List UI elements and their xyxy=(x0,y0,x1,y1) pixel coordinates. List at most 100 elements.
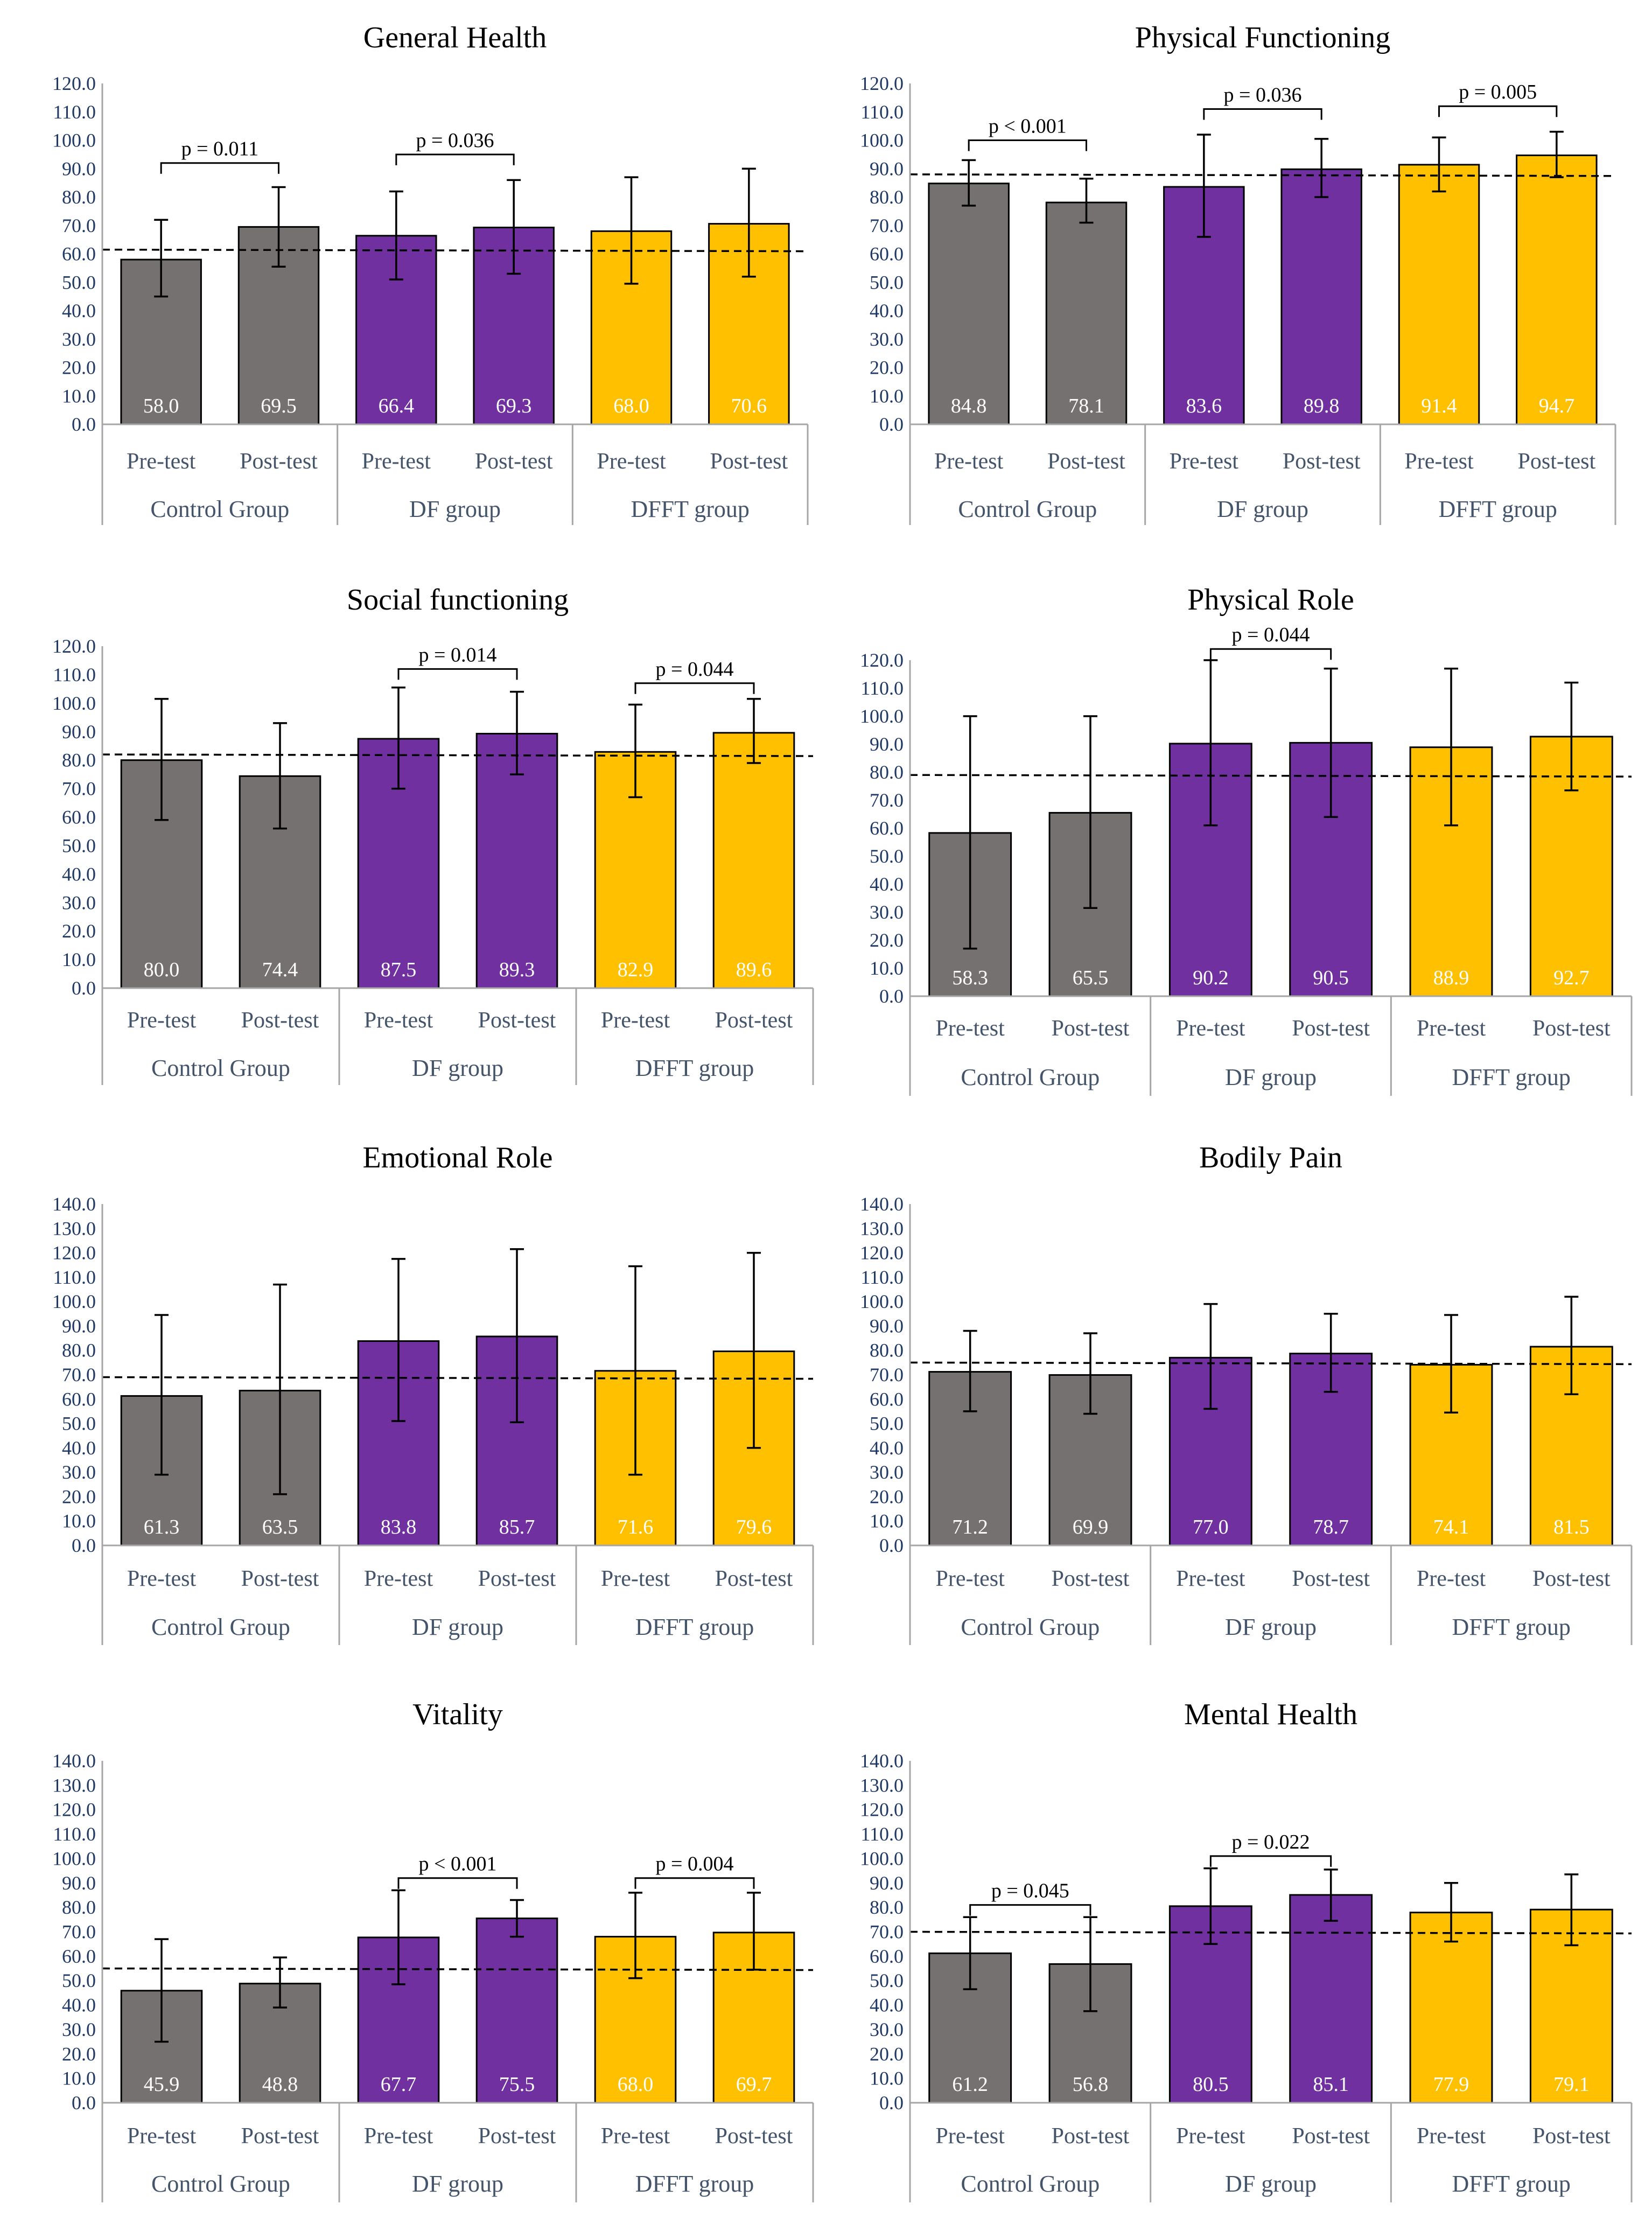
social-functioning-ytick-label: 110.0 xyxy=(53,664,96,685)
general-health-p-value-label: p = 0.011 xyxy=(181,138,259,160)
general-health-ytick-label: 120.0 xyxy=(52,73,96,94)
general-health-significance-bracket xyxy=(395,153,515,165)
vitality-group-label: Control Group xyxy=(151,2171,290,2197)
social-functioning-ytick-label: 10.0 xyxy=(62,949,96,970)
physical-functioning-significance-bracket xyxy=(1203,108,1322,120)
social-functioning-significance-bracket xyxy=(634,682,755,694)
general-health-category-label: Pre-test xyxy=(362,449,431,474)
emotional-role-ytick-label: 110.0 xyxy=(53,1267,96,1288)
physical-functioning-value-label: 89.8 xyxy=(1304,395,1340,417)
mental-health-reference-line xyxy=(909,1930,1632,1935)
physical-functioning-group-label: DF group xyxy=(1217,496,1308,522)
emotional-role-category-label: Pre-test xyxy=(364,1566,433,1591)
bodily-pain-ytick-label: 90.0 xyxy=(870,1315,904,1337)
social-functioning-category-label: Pre-test xyxy=(364,1008,433,1033)
mental-health-ytick-label: 20.0 xyxy=(870,2043,904,2065)
social-functioning-value-label: 89.6 xyxy=(736,958,772,981)
physical-functioning-ytick-label: 20.0 xyxy=(870,357,904,379)
physical-functioning-ytick-label: 100.0 xyxy=(860,130,904,151)
social-functioning-significance-bracket xyxy=(397,668,518,680)
bodily-pain-ytick-label: 50.0 xyxy=(870,1413,904,1435)
physical-role-category-label: Pre-test xyxy=(1176,1016,1245,1041)
physical-role-group-label: DF group xyxy=(1225,1064,1317,1090)
vitality-value-label: 48.8 xyxy=(262,2073,298,2096)
social-functioning-ytick-label: 90.0 xyxy=(62,721,96,743)
physical-functioning-value-label: 83.6 xyxy=(1186,395,1222,417)
vitality-value-label: 45.9 xyxy=(144,2073,180,2096)
vitality-ytick-label: 50.0 xyxy=(62,1970,96,1991)
vitality-bar xyxy=(475,1918,558,2104)
bodily-pain-title: Bodily Pain xyxy=(1199,1141,1342,1174)
social-functioning-ytick-label: 80.0 xyxy=(62,750,96,771)
physical-role-ytick-label: 80.0 xyxy=(870,761,904,783)
physical-role-ytick-label: 70.0 xyxy=(870,789,904,811)
general-health-value-label: 69.5 xyxy=(261,395,297,417)
physical-role-category-label: Pre-test xyxy=(1417,1016,1486,1041)
social-functioning-ytick-label: 60.0 xyxy=(62,807,96,828)
emotional-role-ytick-label: 140.0 xyxy=(52,1193,96,1215)
bodily-pain-category-label: Pre-test xyxy=(1176,1566,1245,1591)
social-functioning-category-label: Pre-test xyxy=(601,1008,670,1033)
bodily-pain-value-label: 78.7 xyxy=(1313,1516,1349,1538)
social-functioning-title: Social functioning xyxy=(347,583,569,617)
physical-functioning-p-value-label: p < 0.001 xyxy=(989,115,1067,138)
physical-functioning-ytick-label: 0.0 xyxy=(879,414,904,435)
physical-functioning-category-label: Post-test xyxy=(1283,449,1361,474)
physical-functioning-bar xyxy=(1280,168,1362,425)
mental-health-category-label: Pre-test xyxy=(1417,2124,1486,2149)
physical-functioning-p-value-label: p = 0.036 xyxy=(1224,83,1302,106)
bodily-pain-ytick-label: 120.0 xyxy=(860,1242,904,1264)
vitality-category-label: Pre-test xyxy=(364,2124,433,2149)
general-health-category-label: Post-test xyxy=(240,449,318,474)
physical-functioning-ytick-label: 120.0 xyxy=(860,73,904,94)
mental-health-ytick-label: 130.0 xyxy=(860,1774,904,1796)
general-health-ytick-label: 10.0 xyxy=(62,385,96,407)
physical-functioning-chart: Physical Functioning 0.0 10.0 20.0 30.0 40.0 5… xyxy=(860,21,1616,525)
emotional-role-value-label: 61.3 xyxy=(144,1516,180,1538)
bodily-pain-ytick-label: 60.0 xyxy=(870,1388,904,1410)
mental-health-value-label: 79.1 xyxy=(1553,2073,1590,2096)
bodily-pain-category-label: Post-test xyxy=(1292,1566,1370,1591)
bodily-pain-group-label: Control Group xyxy=(961,1614,1100,1640)
social-functioning-category-label: Post-test xyxy=(478,1008,556,1033)
mental-health-category-label: Post-test xyxy=(1292,2124,1370,2149)
bodily-pain-ytick-label: 80.0 xyxy=(870,1340,904,1361)
bodily-pain-value-label: 81.5 xyxy=(1553,1516,1590,1538)
vitality-p-value-label: p < 0.001 xyxy=(419,1853,497,1876)
general-health-ytick-label: 100.0 xyxy=(52,130,96,151)
social-functioning-ytick-label: 120.0 xyxy=(52,635,96,657)
bodily-pain-ytick-label: 30.0 xyxy=(870,1461,904,1483)
emotional-role-category-label: Post-test xyxy=(241,1566,319,1591)
general-health-chart: General Health 0.0 10.0 20.0 30.0 40.0 50.0 60.… xyxy=(52,21,809,525)
general-health-ytick-label: 70.0 xyxy=(62,215,96,236)
physical-role-ytick-label: 10.0 xyxy=(870,957,904,979)
physical-role-chart: Physical Role 0.0 10.0 20.0 30.0 40.0 50.0 60.0… xyxy=(860,583,1633,1096)
vitality-value-label: 67.7 xyxy=(381,2073,417,2096)
social-functioning-ytick-label: 20.0 xyxy=(62,920,96,942)
physical-functioning-group-label: DFFT group xyxy=(1438,496,1557,522)
general-health-value-label: 58.0 xyxy=(143,395,179,417)
social-functioning-bar xyxy=(712,732,795,989)
bodily-pain-category-label: Pre-test xyxy=(1417,1566,1486,1591)
bodily-pain-group-label: DFFT group xyxy=(1452,1614,1570,1640)
bodily-pain-reference-line xyxy=(909,1361,1632,1366)
physical-role-ytick-label: 110.0 xyxy=(860,677,904,699)
physical-functioning-value-label: 91.4 xyxy=(1421,395,1457,417)
vitality-group-label: DF group xyxy=(412,2171,503,2197)
vitality-ytick-label: 140.0 xyxy=(52,1750,96,1772)
bodily-pain-ytick-label: 130.0 xyxy=(860,1218,904,1239)
mental-health-category-label: Pre-test xyxy=(936,2124,1005,2149)
general-health-value-label: 68.0 xyxy=(613,395,649,417)
emotional-role-title: Emotional Role xyxy=(362,1141,552,1174)
mental-health-category-label: Post-test xyxy=(1532,2124,1611,2149)
general-health-title: General Health xyxy=(363,21,547,54)
bodily-pain-ytick-label: 10.0 xyxy=(870,1510,904,1532)
vitality-ytick-label: 40.0 xyxy=(62,1995,96,2016)
emotional-role-chart: Emotional Role 0.0 10.0 20.0 30.040.050.0 60.… xyxy=(52,1141,814,1645)
social-functioning-ytick-label: 100.0 xyxy=(52,692,96,714)
mental-health-chart: Mental Health 0.0 10.0 20.0 30.0 40.0 50.0 60.0… xyxy=(860,1698,1633,2202)
physical-role-ytick-label: 90.0 xyxy=(870,733,904,755)
social-functioning-value-label: 89.3 xyxy=(499,958,535,981)
physical-functioning-ytick-label: 60.0 xyxy=(870,243,904,265)
